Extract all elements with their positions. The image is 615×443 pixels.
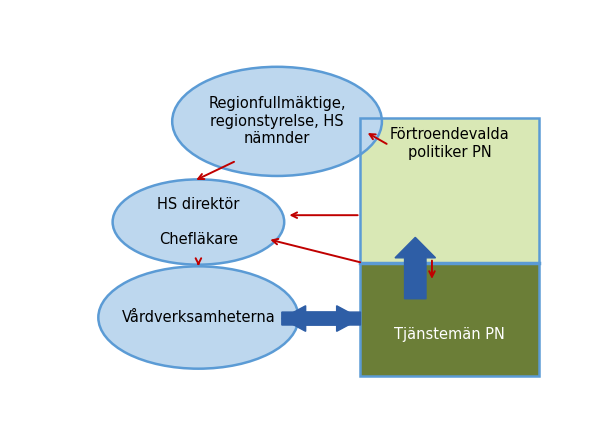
- Bar: [360, 118, 539, 263]
- Text: Regionfullmäktige,
regionstyrelse, HS
nämnder: Regionfullmäktige, regionstyrelse, HS nä…: [208, 97, 346, 146]
- Ellipse shape: [113, 179, 284, 264]
- Text: Tjänstemän PN: Tjänstemän PN: [394, 327, 505, 342]
- FancyArrow shape: [395, 237, 435, 299]
- Text: Förtroendevalda
politiker PN: Förtroendevalda politiker PN: [390, 127, 509, 160]
- Ellipse shape: [172, 67, 382, 176]
- Bar: [360, 263, 539, 376]
- Text: HS direktör

Chefläkare: HS direktör Chefläkare: [157, 197, 240, 247]
- Ellipse shape: [98, 266, 298, 369]
- Text: Vårdverksamheterna: Vårdverksamheterna: [122, 310, 276, 325]
- Bar: [360, 118, 539, 376]
- FancyArrow shape: [282, 306, 360, 331]
- FancyArrow shape: [282, 306, 360, 331]
